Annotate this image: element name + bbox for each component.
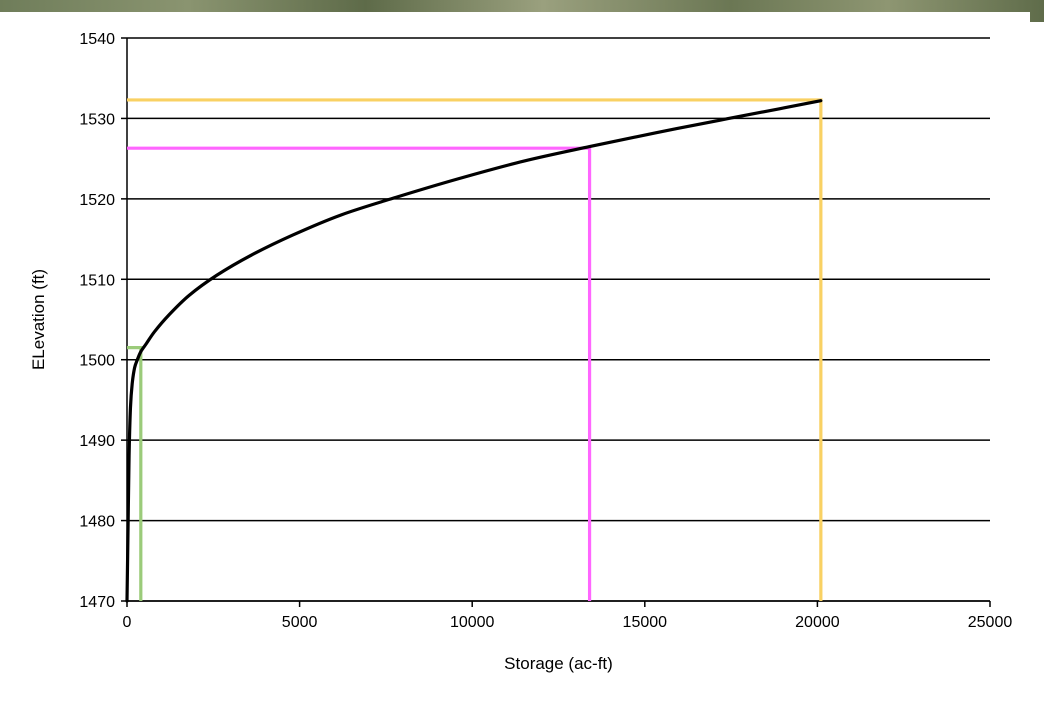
x-tick-label-10000: 10000: [450, 614, 495, 631]
y-tick-labels: 1470 1480 1490 1500 1510 1520 1530 1540: [79, 31, 115, 611]
x-tick-label-20000: 20000: [795, 614, 840, 631]
y-tick-label-1470: 1470: [79, 594, 115, 611]
x-axis-title: Storage (ac-ft): [504, 654, 613, 673]
y-axis-title: ELevation (ft): [29, 269, 48, 370]
x-tick-label-5000: 5000: [282, 614, 318, 631]
y-tick-label-1520: 1520: [79, 192, 115, 209]
gridlines: [127, 37, 990, 602]
y-tick-label-1500: 1500: [79, 353, 115, 370]
elevation-storage-chart: 0 5000 10000 15000 20000 25000 1470 1480 1490 15…: [29, 31, 1013, 673]
chart-panel: 0 5000 10000 15000 20000 25000 1470 1480 1490 15…: [0, 12, 1030, 700]
y-tick-label-1540: 1540: [79, 31, 115, 48]
reference-line-1: [127, 346, 143, 601]
y-tick-label-1530: 1530: [79, 111, 115, 128]
axes: [121, 37, 991, 607]
x-tick-label-0: 0: [123, 614, 132, 631]
reference-line-2: [127, 146, 592, 601]
x-tick-label-15000: 15000: [623, 614, 668, 631]
x-tick-labels: 0 5000 10000 15000 20000 25000: [123, 614, 1013, 631]
x-tick-label-25000: 25000: [968, 614, 1013, 631]
y-tick-label-1490: 1490: [79, 433, 115, 450]
series-layer: [125, 99, 823, 603]
series-line-1: [125, 99, 823, 603]
y-tick-label-1510: 1510: [79, 272, 115, 289]
y-tick-label-1480: 1480: [79, 514, 115, 531]
